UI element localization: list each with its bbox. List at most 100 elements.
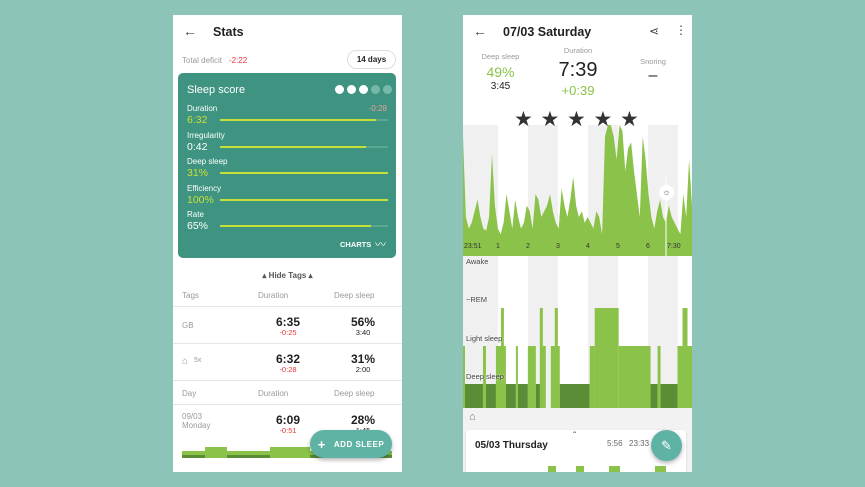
- hypnogram-segment: [495, 346, 506, 423]
- sleep-detail-screen: ← 07/03 Saturday ⋖ ⋮ Deep sleep 49% 3:45…: [463, 15, 692, 472]
- hypnogram-segment: [554, 308, 558, 423]
- metric-value: 31%: [187, 167, 209, 179]
- tag-duration: 6:32: [275, 352, 301, 366]
- hypnogram-segment: [594, 308, 619, 423]
- hypnogram-segment: [517, 384, 528, 423]
- deep-col-header: Deep sleep: [334, 291, 375, 300]
- home-icon: ⌂: [182, 356, 189, 367]
- charts-link[interactable]: CHARTS: [340, 240, 372, 249]
- score-dot: [347, 85, 356, 94]
- tag-deep: 31%: [350, 352, 376, 366]
- deep-sleep-pct: 49%: [486, 64, 515, 80]
- rating-star-icon[interactable]: ★: [540, 108, 560, 131]
- sleep-score-card[interactable]: Sleep score Duration 6:32 -0:28 Irregular…: [178, 73, 396, 258]
- metric-value: 100%: [187, 193, 214, 206]
- time-axis-label: 3: [556, 243, 560, 250]
- day-col-header: Day: [182, 389, 197, 398]
- time-axis-label: 6: [646, 243, 650, 250]
- sleep-score-title: Sleep score: [187, 84, 246, 96]
- list-area: ⌂ 05/03 Thursday ˆ 5:56 23:33: [463, 408, 692, 472]
- sleep-record-card[interactable]: 05/03 Thursday ˆ 5:56 23:33: [466, 430, 686, 472]
- metric-delta: -0:28: [368, 104, 387, 113]
- stage-label-deep: Deep sleep: [466, 372, 504, 381]
- hypnogram-segment: [682, 308, 688, 423]
- time-axis-label: 5: [616, 243, 620, 250]
- stage-label-rem: ~REM: [466, 295, 488, 304]
- duration-col-header: Duration: [258, 291, 289, 300]
- plus-icon: +: [317, 436, 326, 452]
- sunrise-alarm-icon[interactable]: ☼: [659, 185, 674, 200]
- stats-screen: ← Stats Total deficit -2:22 14 days Slee…: [173, 15, 402, 472]
- record-mini-hypnogram: [548, 466, 666, 472]
- hypnogram-segment: [657, 346, 661, 423]
- metric-value: 6:32: [187, 114, 208, 126]
- deep-sleep-time: 3:45: [490, 81, 511, 92]
- day-weekday: Monday: [182, 421, 211, 430]
- deep-col-header: Deep sleep: [334, 389, 375, 398]
- rating-star-icon[interactable]: ★: [593, 108, 613, 131]
- metric-bar: [220, 225, 388, 227]
- duration-col-header: Duration: [258, 389, 289, 398]
- rating-star-icon[interactable]: ★: [620, 108, 639, 131]
- metric-label: Efficiency: [187, 183, 222, 193]
- rating-star-icon[interactable]: ★: [567, 108, 586, 131]
- activity-graph: [463, 125, 692, 240]
- hypnogram-segment: [463, 346, 465, 423]
- share-icon[interactable]: ⋖: [649, 24, 660, 38]
- metric-label: Duration: [187, 104, 218, 113]
- time-axis-label: 7:30: [667, 243, 681, 250]
- deep-sleep-label: Deep sleep: [481, 52, 520, 61]
- score-dot: [335, 85, 344, 94]
- day-delta: -0:51: [279, 426, 297, 435]
- hypnogram-segment: [515, 346, 518, 423]
- range-button[interactable]: 14 days: [347, 50, 396, 69]
- day-duration: 6:09: [275, 413, 301, 427]
- duration-delta: +0:39: [561, 83, 595, 98]
- add-sleep-button[interactable]: + ADD SLEEP: [310, 430, 392, 458]
- time-axis-label: 23:51: [464, 243, 482, 250]
- hypnogram-segment: [500, 308, 504, 423]
- hide-tags-label: Hide Tags: [268, 271, 307, 280]
- hour-band: [648, 125, 678, 425]
- score-dot: [371, 85, 380, 94]
- hide-tags-toggle[interactable]: ▴ Hide Tags ▴: [262, 271, 313, 280]
- metric-bar: [220, 145, 388, 148]
- time-axis-bar: [463, 240, 692, 256]
- hypnogram-segment: [482, 346, 486, 423]
- metric-bar: [220, 172, 388, 174]
- snoring-value: –: [648, 67, 658, 84]
- more-menu-icon[interactable]: ⋮: [675, 23, 687, 37]
- back-arrow-icon[interactable]: ←: [183, 23, 197, 39]
- hypnogram-segment: [505, 384, 516, 423]
- duration-value: 7:39: [558, 59, 598, 81]
- page-title: 07/03 Saturday: [503, 25, 592, 39]
- total-deficit-label: Total deficit: [182, 56, 223, 65]
- hypnogram-segment: [541, 346, 546, 423]
- metric-bar: [220, 198, 388, 201]
- tag-row[interactable]: GB 6:35 -0:25 56% 3:40: [173, 307, 402, 343]
- edit-pencil-button[interactable]: ✎: [651, 430, 682, 461]
- hypnogram-segment: [485, 384, 496, 423]
- collapse-chevron-icon[interactable]: ˆ: [573, 431, 577, 442]
- tags-col-header: Tags: [182, 291, 199, 300]
- hypnogram-segment: [535, 384, 542, 423]
- tag-row[interactable]: ⌂ 5x 6:32 -0:28 31% 2:00: [173, 344, 402, 380]
- chart-trend-icon[interactable]: 〰: [375, 239, 386, 251]
- mini-hypnogram: [182, 447, 392, 458]
- metric-label: Rate: [187, 210, 204, 219]
- back-arrow-icon[interactable]: ←: [473, 23, 487, 39]
- stage-label-light: Light sleep: [466, 334, 503, 343]
- tag-deep: 56%: [350, 315, 376, 329]
- metric-value: 0:42: [187, 140, 208, 153]
- score-dot: [359, 85, 368, 94]
- tag-deep-time: 2:00: [355, 365, 371, 374]
- tag-name: GB: [182, 321, 194, 330]
- tag-duration: 6:35: [275, 315, 301, 329]
- time-axis-label: 2: [526, 243, 530, 250]
- hypnogram-segment: [650, 384, 658, 423]
- day-deep: 28%: [350, 413, 376, 427]
- rating-star-icon[interactable]: ★: [514, 108, 533, 131]
- metric-value: 65%: [187, 220, 209, 232]
- record-title: 05/03 Thursday: [475, 440, 548, 451]
- stage-label-awake: Awake: [466, 257, 489, 266]
